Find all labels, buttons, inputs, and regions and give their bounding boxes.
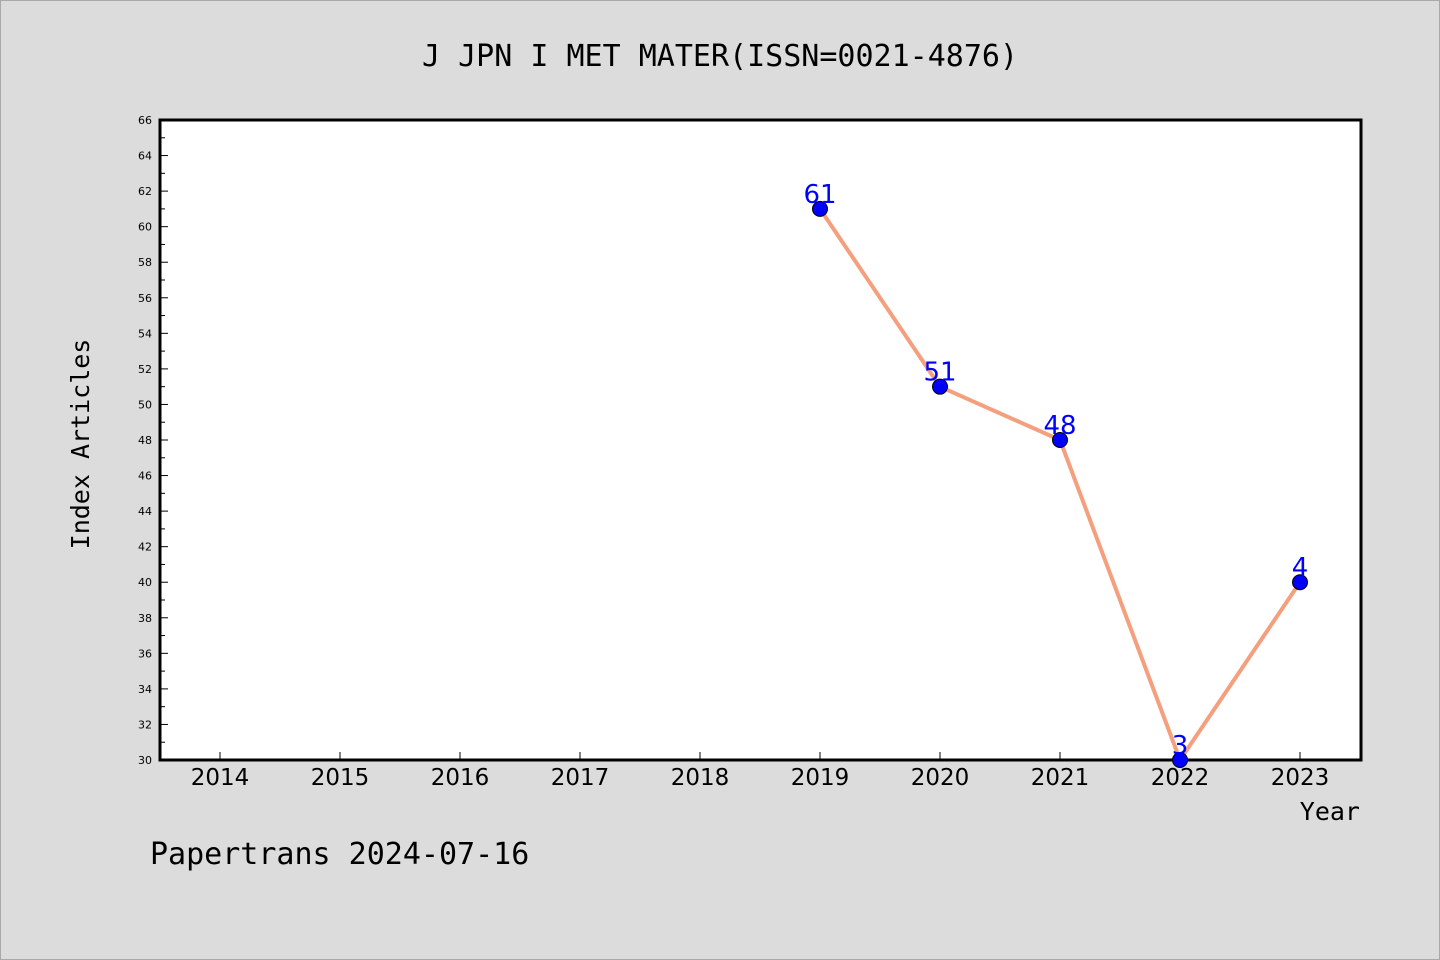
chart-title: J JPN I MET MATER(ISSN=0021-4876) [422,39,1018,74]
data-label: 4 [1292,553,1309,583]
data-point [932,378,948,395]
y-tick-label: 60 [138,221,152,234]
x-tick-label: 2021 [1031,765,1090,791]
x-tick-label: 2017 [551,765,610,791]
x-axis: 2014 2015 2016 2017 2018 2019 2020 2021 2022 2023 [191,752,1330,791]
plot-area [158,118,1363,762]
y-tick-label: 36 [138,647,152,660]
y-tick-label: 42 [138,541,152,554]
data-label: 61 [803,180,836,210]
y-tick-label: 58 [138,256,152,269]
x-tick-label: 2018 [671,765,730,791]
y-tick-label: 32 [138,718,152,731]
x-tick-label: 2023 [1271,765,1330,791]
y-tick-label: 62 [138,185,152,198]
series: 61 51 48 3 4 [803,180,1308,768]
y-axis-label: Index Articles [66,339,95,550]
x-tick-label: 2014 [191,765,250,791]
y-tick-label: 66 [138,114,152,127]
x-tick-label: 2015 [311,765,370,791]
x-tick-label: 2019 [791,765,850,791]
x-tick-label: 2020 [911,765,970,791]
y-tick-label: 64 [138,150,152,163]
y-tick-label: 52 [138,363,152,376]
y-tick-label: 54 [138,327,152,340]
y-tick-label: 30 [138,754,152,767]
y-tick-label: 50 [138,398,152,411]
x-axis-label: Year [1300,797,1360,826]
x-tick-label: 2016 [431,765,490,791]
data-point [1052,432,1068,448]
y-tick-label: 40 [138,576,152,589]
data-label: 3 [1172,731,1189,761]
data-point [1172,752,1188,768]
footer-watermark-text: Papertrans 2024-07-16 [150,837,529,872]
y-axis: 30 32 34 36 38 40 42 44 46 48 50 52 54 56 58 60 62 64 66 [138,114,168,767]
y-tick-label: 56 [138,292,152,305]
data-point [812,200,828,217]
data-label: 48 [1043,411,1076,441]
y-tick-label: 44 [138,505,152,518]
y-tick-label: 48 [138,434,152,447]
x-tick-label: 2022 [1151,765,1210,791]
y-tick-label: 34 [138,683,152,696]
y-tick-label: 46 [138,470,152,483]
data-label: 51 [923,358,956,388]
y-tick-label: 38 [138,612,152,625]
data-point [1292,574,1308,591]
